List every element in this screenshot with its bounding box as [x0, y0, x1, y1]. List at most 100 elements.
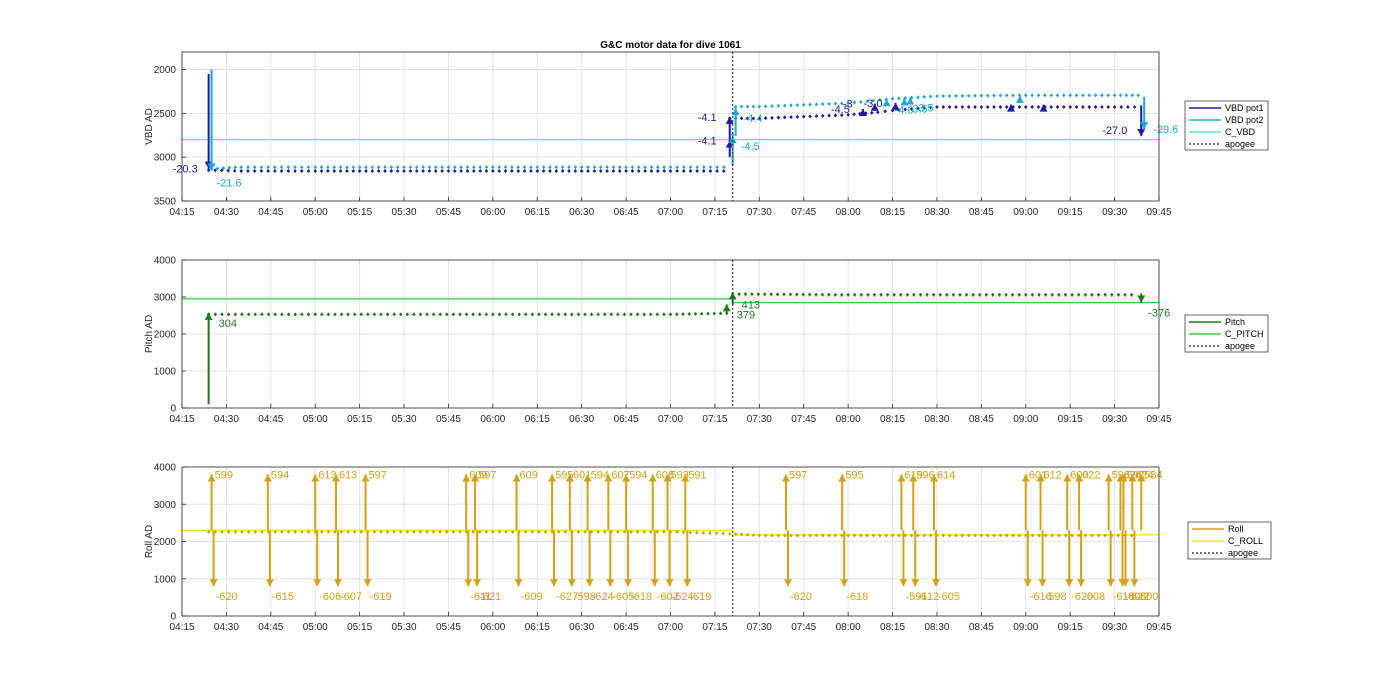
series-marker [1123, 292, 1127, 297]
event-arrowhead [473, 579, 482, 587]
series-marker [213, 312, 218, 317]
series-marker [484, 312, 489, 317]
roll-up-label: 594 [629, 469, 647, 481]
series-marker [233, 529, 238, 534]
series-marker [372, 312, 377, 317]
event-arrowhead [311, 474, 320, 482]
series-marker [795, 292, 799, 297]
series-marker [266, 168, 270, 173]
event-label: -4.5 [831, 104, 850, 116]
event-arrowhead [1063, 474, 1072, 482]
series-marker [459, 165, 463, 170]
series-marker [721, 531, 725, 536]
series-marker [954, 93, 958, 98]
series-marker [333, 312, 337, 317]
series-marker [567, 165, 571, 170]
x-tick-label: 04:15 [169, 414, 194, 425]
event-arrowhead [1119, 474, 1128, 482]
x-tick-label: 05:15 [347, 622, 372, 633]
series-marker [852, 292, 857, 297]
series-marker [751, 533, 756, 538]
series-marker [1106, 104, 1111, 109]
series-marker [239, 165, 244, 170]
event-arrowhead [1130, 579, 1139, 587]
series-marker [260, 529, 264, 534]
x-tick-label: 08:45 [969, 207, 994, 218]
series-marker [576, 312, 581, 317]
series-marker [1030, 533, 1035, 538]
series-marker [392, 529, 396, 534]
series-marker [714, 531, 719, 536]
series-marker [1063, 292, 1068, 297]
series-marker [477, 529, 482, 534]
series-marker [883, 109, 887, 114]
x-tick-label: 08:00 [836, 622, 861, 633]
series-marker [503, 165, 508, 170]
series-marker [567, 168, 571, 173]
series-marker [1037, 292, 1041, 297]
series-marker [909, 106, 914, 111]
x-tick-label: 04:45 [258, 207, 283, 218]
series-marker [1017, 292, 1021, 297]
series-marker [1030, 292, 1035, 297]
x-tick-label: 06:45 [614, 207, 639, 218]
event-arrowhead [1039, 104, 1048, 112]
series-marker [916, 106, 920, 111]
series-marker [491, 168, 495, 173]
series-marker [346, 529, 350, 534]
roll-down-label: -622 [1127, 591, 1149, 603]
series-marker [611, 168, 616, 173]
event-arrowhead [1023, 579, 1032, 587]
series-marker [586, 165, 590, 170]
series-marker [945, 292, 949, 297]
series-marker [892, 292, 896, 297]
series-marker [260, 312, 264, 317]
series-marker [1055, 104, 1060, 109]
x-tick-label: 04:15 [169, 207, 194, 218]
series-marker [586, 168, 590, 173]
series-marker [757, 533, 762, 538]
series-marker [739, 532, 744, 537]
series-marker [979, 533, 984, 538]
series-marker [820, 533, 825, 538]
series-marker [662, 168, 666, 173]
chart-panel-3: 04:15 04:30 04:45 05:00 05:15 05:30 05:45 06:00… [144, 463, 1272, 633]
series-marker [504, 529, 508, 534]
series-marker [402, 165, 406, 170]
series-marker [433, 165, 438, 170]
series-marker [1049, 104, 1053, 109]
series-marker [622, 529, 627, 534]
event-arrowhead [512, 474, 521, 482]
series-marker [279, 165, 284, 170]
series-marker [973, 104, 977, 109]
series-marker [859, 292, 864, 297]
series-marker [1011, 533, 1015, 538]
series-marker [1062, 104, 1066, 109]
series-marker [960, 533, 965, 538]
series-marker [1004, 533, 1009, 538]
series-marker [379, 312, 383, 317]
series-marker [775, 292, 780, 297]
series-marker [541, 165, 546, 170]
x-tick-label: 08:15 [880, 207, 905, 218]
x-tick-label: 07:45 [791, 207, 816, 218]
series-marker [213, 168, 217, 173]
series-marker [909, 533, 914, 538]
x-tick-label: 04:45 [258, 622, 283, 633]
series-marker [491, 312, 495, 317]
series-marker [550, 529, 554, 534]
series-marker [611, 165, 616, 170]
series-marker [352, 312, 357, 317]
event-arrowhead [567, 579, 576, 587]
chart-panel-1: 04:15 04:30 04:45 05:00 05:15 05:30 05:45 06:00… [144, 40, 1269, 218]
series-marker [681, 530, 686, 535]
series-marker [438, 529, 443, 534]
series-marker [616, 529, 620, 534]
event-arrowhead [585, 579, 594, 587]
series-marker [357, 168, 362, 173]
series-marker [598, 168, 603, 173]
event-arrowhead [725, 116, 734, 124]
series-marker [662, 165, 666, 170]
series-marker [688, 165, 693, 170]
series-marker [890, 533, 895, 538]
